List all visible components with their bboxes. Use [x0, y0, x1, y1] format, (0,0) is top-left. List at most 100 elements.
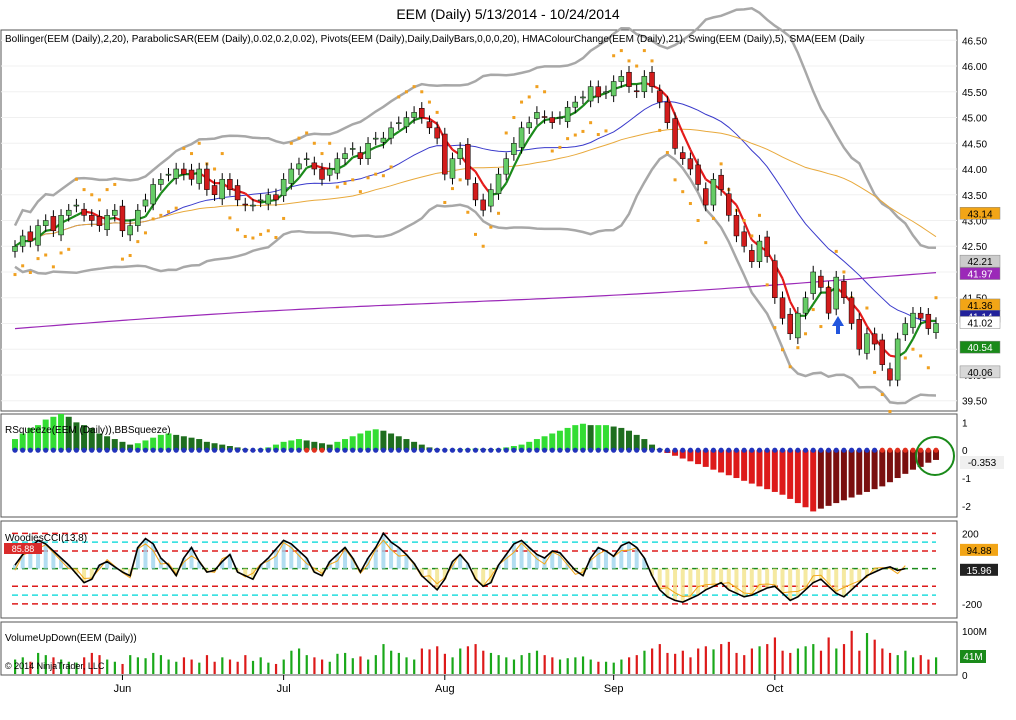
candle-body: [280, 179, 287, 197]
cci-histogram-bar: [657, 568, 662, 590]
squeeze-bar: [395, 436, 402, 451]
cci-panel[interactable]: 200 -200 85.88 WoodiesCCI(13,8) 94.88 15.9…: [0, 520, 998, 619]
squeeze-bar: [848, 450, 855, 498]
sar-dot: [13, 273, 17, 277]
sar-dot: [596, 133, 600, 137]
volume-bar: [712, 649, 715, 674]
squeeze-dot: [680, 447, 686, 453]
sar-dot: [543, 90, 547, 94]
squeeze-bar: [925, 450, 932, 463]
sar-dot: [512, 116, 516, 120]
volume-bar: [651, 648, 654, 674]
sar-dot: [489, 225, 493, 229]
squeeze-dot: [365, 447, 371, 453]
volume-bar: [628, 657, 631, 674]
cci-histogram-bar: [174, 568, 179, 576]
volume-bar: [766, 644, 769, 674]
sar-dot: [466, 210, 470, 214]
volume-bar: [643, 650, 646, 674]
cci-histogram-bar: [788, 568, 793, 601]
squeeze-panel[interactable]: 10-1-2 RSqueeze(EEM (Daily)),BBSqueeze) …: [0, 413, 1004, 518]
squeeze-bar: [388, 433, 395, 451]
sar-dot: [474, 232, 477, 236]
cci-histogram-bar: [603, 550, 608, 569]
squeeze-dot: [626, 447, 632, 453]
candle-body: [672, 118, 678, 149]
cci-top-left-badge: [4, 543, 42, 554]
hma-segment: [574, 105, 584, 114]
volume-bar: [244, 655, 247, 674]
squeeze-dot: [380, 447, 386, 453]
sar-dot: [243, 234, 247, 238]
sar-dot: [443, 200, 447, 204]
cci-histogram-bar: [895, 568, 900, 571]
sar-dot: [312, 141, 316, 145]
candle-body: [257, 199, 264, 202]
cci-histogram-bar: [36, 540, 41, 569]
squeeze-dots: [12, 447, 939, 453]
candle-body: [19, 235, 26, 247]
cci-histogram-bar: [151, 543, 156, 569]
squeeze-dot: [848, 447, 855, 453]
squeeze-bar: [326, 444, 333, 451]
squeeze-dot: [741, 447, 747, 453]
cci-indicator-label: WoodiesCCI(13,8): [5, 533, 87, 544]
squeeze-dot: [695, 447, 701, 453]
cci-histogram-bar: [404, 554, 409, 569]
squeeze-bar: [879, 450, 886, 487]
sar-dot: [673, 178, 677, 182]
sar-dot: [688, 202, 692, 206]
volume-bar: [919, 655, 922, 674]
squeeze-bar: [917, 450, 924, 467]
squeeze-dot: [66, 447, 72, 453]
hma-segment: [536, 119, 546, 128]
squeeze-tick-label: 0: [962, 446, 968, 457]
volume-bar: [351, 658, 354, 674]
sma-long-line: [14, 272, 937, 330]
candle-body: [472, 183, 479, 201]
squeeze-dot: [219, 447, 225, 453]
squeeze-bar: [165, 433, 172, 451]
sar-dot: [328, 141, 332, 145]
cci-histogram-bar: [834, 568, 839, 594]
price-tick-label: 45.50: [962, 88, 987, 99]
squeeze-dot: [311, 447, 317, 453]
squeeze-bar: [595, 425, 602, 451]
squeeze-bar: [418, 444, 425, 451]
volume-bar: [674, 653, 677, 674]
candle-body: [219, 179, 225, 200]
candle-body: [580, 96, 586, 99]
sar-dot: [44, 253, 48, 257]
squeeze-dot: [426, 447, 433, 453]
squeeze-bar: [188, 437, 195, 451]
cci-histogram-bar: [818, 568, 823, 580]
squeeze-bar: [771, 450, 778, 492]
volume-panel[interactable]: 100M50M0 VolumeUpDown(EEM (Daily)) © 201…: [0, 621, 987, 682]
volume-bar: [290, 650, 293, 674]
x-tick-label: Oct: [766, 683, 783, 695]
sar-dot: [220, 152, 224, 156]
squeeze-dot: [687, 447, 694, 453]
squeeze-bar: [764, 450, 771, 490]
sar-dot: [289, 141, 293, 145]
cci-histogram-bar: [350, 558, 355, 569]
price-panel[interactable]: 46.50 46.00 45.50 45.00 44.50 44.00 43.50 43.00…: [0, 7, 1001, 414]
candle-body: [357, 152, 364, 159]
candle-body: [549, 117, 555, 123]
candle-body: [764, 236, 770, 257]
candle-body: [925, 313, 932, 329]
price-marker-label: 40.06: [967, 368, 992, 379]
squeeze-dot: [802, 447, 809, 453]
candle-body: [372, 137, 379, 140]
squeeze-dot: [465, 447, 471, 453]
candle-body: [349, 148, 356, 150]
price-marker-label: 41.02: [967, 318, 992, 329]
squeeze-dot: [910, 447, 916, 453]
volume-bar: [344, 652, 347, 674]
volume-bar: [758, 646, 761, 674]
sar-dot: [21, 264, 25, 268]
sar-dot: [343, 181, 347, 185]
hma-segment: [298, 167, 308, 179]
squeeze-bar: [741, 450, 748, 481]
volume-tick-label: 0: [962, 671, 968, 682]
